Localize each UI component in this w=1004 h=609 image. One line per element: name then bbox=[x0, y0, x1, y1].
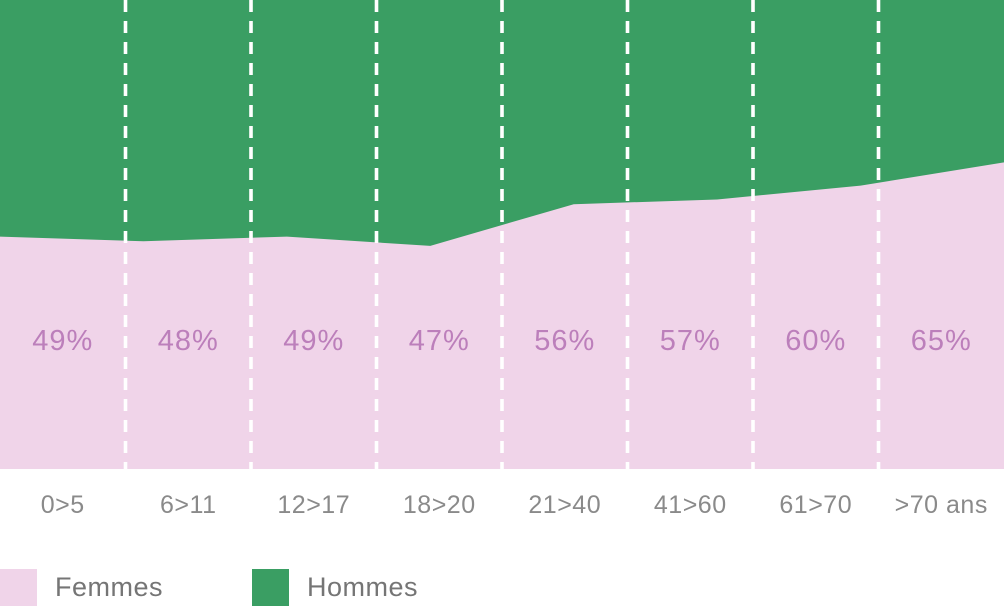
x-axis-label: 21>40 bbox=[528, 491, 602, 519]
x-axis: 0>5 6>11 12>17 18>20 21>40 41>60 61>70 >70 ans bbox=[0, 490, 1004, 524]
legend-label-femmes: Femmes bbox=[55, 572, 164, 602]
x-axis-label: 12>17 bbox=[277, 491, 351, 519]
x-axis-label: 6>11 bbox=[160, 491, 217, 519]
x-axis-label: 61>70 bbox=[779, 491, 853, 519]
legend-item-femmes: Femmes bbox=[0, 569, 163, 606]
hommes-swatch-icon bbox=[252, 569, 289, 606]
femmes-swatch-icon bbox=[0, 569, 37, 606]
legend: Femmes Hommes bbox=[0, 569, 1004, 606]
x-axis-label: 0>5 bbox=[40, 491, 85, 519]
x-axis-label: 41>60 bbox=[653, 491, 727, 519]
x-axis-label: 18>20 bbox=[402, 491, 476, 519]
legend-label-hommes: Hommes bbox=[307, 572, 419, 602]
column-dividers bbox=[123, 0, 881, 469]
area-chart-svg bbox=[0, 0, 1004, 469]
legend-item-hommes: Hommes bbox=[252, 569, 418, 606]
plot-area: 49% 48% 49% 47% 56% 57% 60% 65% bbox=[0, 0, 1004, 469]
x-axis-label: >70 ans bbox=[894, 491, 988, 519]
